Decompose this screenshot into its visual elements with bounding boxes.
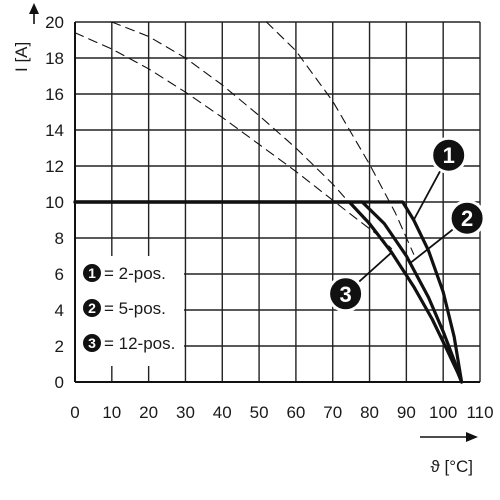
callouts: 1 2 3	[327, 136, 486, 313]
callout-number: 1	[443, 143, 455, 168]
x-tick-label: 80	[360, 403, 379, 422]
x-tick-label: 60	[286, 403, 305, 422]
legend-marker-number: 3	[88, 335, 96, 351]
y-tick-label: 8	[55, 229, 64, 248]
y-tick-label: 12	[45, 157, 64, 176]
x-tick-label: 30	[176, 403, 195, 422]
callout-badge	[327, 275, 365, 313]
legend-marker-number: 1	[88, 265, 96, 281]
x-tick-label: 50	[250, 403, 269, 422]
y-tick-label: 14	[45, 121, 64, 140]
curves	[73, 21, 464, 384]
x-axis-label: ϑ [°C]	[430, 457, 473, 476]
legend-marker	[83, 299, 101, 317]
legend: 1 = 2-pos. 2 = 5-pos. 3 = 12-pos.	[75, 256, 184, 366]
y-tick-label: 10	[45, 193, 64, 212]
x-tick-label: 40	[213, 403, 232, 422]
y-tick-label: 2	[55, 337, 64, 356]
curve-1-dashed	[265, 21, 415, 255]
callout-badge	[448, 199, 486, 237]
legend-label: = 2-pos.	[104, 264, 166, 283]
legend-label: = 12-pos.	[104, 334, 175, 353]
curve-2-dashed	[111, 21, 393, 250]
x-tick-label: 10	[102, 403, 121, 422]
tick-labels: 0 10 20 30 40 50 60 70 80 90 100 110024681012141618…	[45, 13, 493, 422]
y-tick-label: 4	[55, 301, 64, 320]
legend-marker	[83, 334, 101, 352]
x-tick-label: 110	[466, 403, 493, 422]
x-tick-label: 20	[139, 403, 158, 422]
x-tick-label: 70	[323, 403, 342, 422]
y-axis-label: I [A]	[12, 42, 31, 72]
legend-label: = 5-pos.	[104, 299, 166, 318]
y-tick-label: 18	[45, 49, 64, 68]
x-axis-arrow-head	[466, 432, 478, 442]
y-tick-label: 0	[55, 373, 64, 392]
y-tick-label: 6	[55, 265, 64, 284]
x-tick-label: 100	[429, 403, 457, 422]
callout-number: 3	[339, 282, 351, 307]
curve-1	[73, 200, 464, 384]
legend-marker-number: 2	[88, 300, 96, 316]
y-axis-arrow-head	[29, 3, 39, 14]
callout-badge	[430, 136, 468, 174]
legend-marker	[83, 264, 101, 282]
curve-3-dashed	[74, 32, 378, 235]
callout-number: 2	[461, 206, 473, 231]
curve-3	[73, 200, 464, 384]
curve-2	[73, 200, 464, 384]
axes: I [A] ϑ [°C]	[12, 3, 480, 476]
x-tick-label: 90	[397, 403, 416, 422]
x-tick-label: 0	[70, 403, 79, 422]
y-tick-label: 16	[45, 85, 64, 104]
y-tick-label: 20	[45, 13, 64, 32]
